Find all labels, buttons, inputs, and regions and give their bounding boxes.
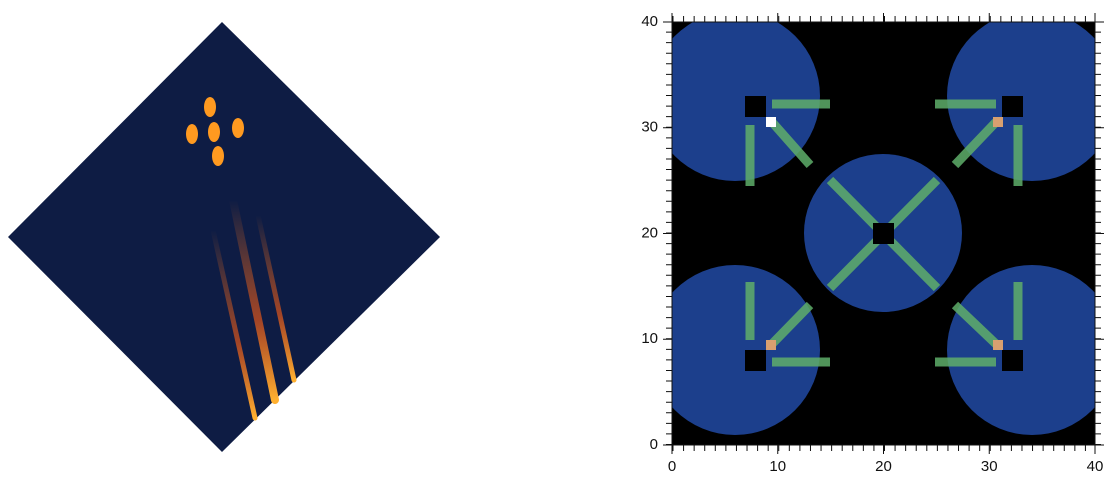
peak-cell [766,340,776,350]
x-tick-label: 10 [769,458,786,475]
y-tick-label: 30 [641,119,658,136]
x-tick-label: 0 [668,458,676,475]
peak-cell [993,117,1003,127]
rotated-image [8,22,440,452]
dark-cells [745,96,1023,371]
x-tick-label: 20 [875,458,892,475]
y-tick-label: 10 [641,330,658,347]
bright-spots [186,97,244,166]
y-tick-label: 40 [641,13,658,30]
heatmap [666,16,1101,451]
peak-cell [993,340,1003,350]
y-tick-label: 0 [650,436,658,453]
peak-cell [766,117,776,127]
image-area [8,22,440,452]
streaks [210,196,297,421]
x-tick-label: 30 [981,458,998,475]
heat-lines [745,99,1023,367]
x-tick-label: 40 [1087,458,1104,475]
y-tick-label: 20 [641,224,658,241]
